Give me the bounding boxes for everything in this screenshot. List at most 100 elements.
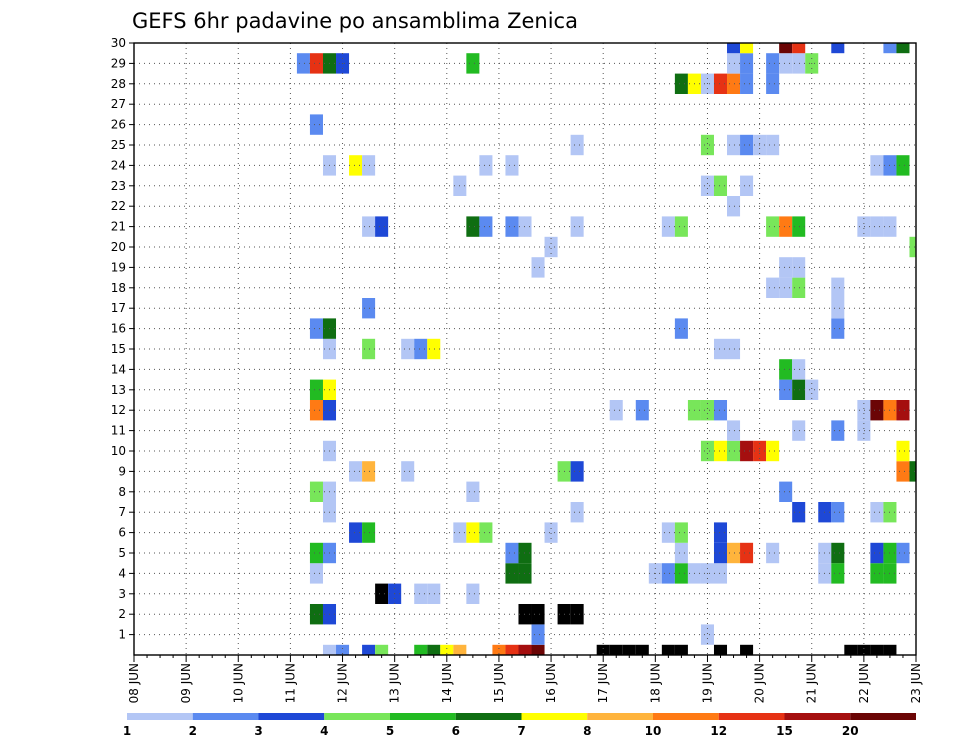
heatmap-cell bbox=[674, 644, 688, 655]
heatmap-cell bbox=[831, 420, 845, 441]
y-tick-label: 8 bbox=[118, 485, 126, 499]
heatmap-cell bbox=[453, 644, 467, 655]
heatmap-cell bbox=[896, 400, 910, 421]
heatmap-cell bbox=[674, 216, 688, 237]
x-tick-label: 11 JUN bbox=[283, 663, 297, 703]
heatmap-cell bbox=[713, 542, 728, 564]
heatmap-cell bbox=[661, 216, 675, 237]
heatmap-cell bbox=[700, 175, 714, 196]
y-tick-label: 19 bbox=[111, 260, 126, 274]
heatmap-cell bbox=[909, 461, 916, 482]
heatmap-cell bbox=[766, 440, 780, 462]
heatmap-cell bbox=[414, 644, 428, 655]
heatmap-cell bbox=[609, 644, 623, 655]
heatmap-cell bbox=[831, 542, 845, 564]
y-tick-label: 20 bbox=[111, 240, 126, 254]
x-tick-label: 18 JUN bbox=[648, 663, 662, 703]
heatmap-cell bbox=[740, 43, 754, 54]
y-tick-label: 14 bbox=[111, 362, 126, 376]
heatmap-cell bbox=[896, 155, 910, 176]
heatmap-cell bbox=[740, 175, 754, 196]
heatmap-cell bbox=[427, 338, 441, 360]
legend-label: 5 bbox=[386, 724, 394, 738]
legend-label: 12 bbox=[710, 724, 727, 738]
heatmap-cell bbox=[466, 216, 480, 237]
heatmap-cell bbox=[309, 604, 323, 625]
heatmap-cell bbox=[713, 563, 728, 584]
heatmap-cell bbox=[896, 542, 910, 564]
heatmap-cell bbox=[531, 257, 545, 278]
heatmap-cell bbox=[401, 338, 415, 360]
heatmap-cell bbox=[505, 216, 519, 237]
heatmap-cell bbox=[844, 644, 858, 655]
legend-swatch bbox=[324, 713, 390, 720]
heatmap-cell bbox=[440, 644, 454, 655]
y-tick-label: 30 bbox=[111, 36, 126, 50]
heatmap-cell bbox=[322, 644, 337, 655]
heatmap-cell bbox=[740, 53, 754, 74]
heatmap-cell bbox=[857, 216, 871, 237]
heatmap-cell bbox=[505, 644, 519, 655]
heatmap-cell bbox=[661, 563, 675, 584]
x-tick-label: 10 JUN bbox=[231, 663, 245, 703]
heatmap-cell bbox=[674, 522, 688, 543]
heatmap-cell bbox=[792, 502, 806, 523]
legend-label: 20 bbox=[842, 724, 859, 738]
heatmap-cell bbox=[766, 542, 780, 564]
heatmap-cell bbox=[792, 379, 806, 400]
heatmap-cell bbox=[466, 522, 480, 543]
y-tick-label: 18 bbox=[111, 281, 126, 295]
legend-label: 10 bbox=[645, 724, 662, 738]
y-tick-label: 24 bbox=[111, 158, 126, 172]
x-tick-label: 22 JUN bbox=[857, 663, 871, 703]
y-tick-label: 9 bbox=[118, 464, 126, 478]
heatmap-cell bbox=[518, 644, 532, 655]
heatmap-cell bbox=[466, 53, 480, 74]
heatmap-cell bbox=[727, 338, 741, 360]
x-tick-label: 14 JUN bbox=[440, 663, 454, 703]
heatmap-cell bbox=[870, 542, 884, 564]
heatmap-cell bbox=[309, 563, 323, 584]
heatmap-cell bbox=[362, 522, 376, 543]
heatmap-cell bbox=[766, 53, 780, 74]
legend-swatch bbox=[718, 713, 785, 720]
heatmap-cell bbox=[883, 43, 897, 54]
y-tick-label: 12 bbox=[111, 403, 126, 417]
heatmap-cell bbox=[349, 461, 363, 482]
heatmap-cell bbox=[740, 644, 754, 655]
heatmap-cell bbox=[635, 644, 649, 655]
heatmap-cell bbox=[727, 53, 741, 74]
heatmap-cell bbox=[779, 257, 793, 278]
heatmap-cell bbox=[740, 134, 754, 156]
y-tick-label: 3 bbox=[118, 587, 126, 601]
x-tick-label: 08 JUN bbox=[127, 663, 141, 703]
heatmap-cell bbox=[766, 73, 780, 94]
heatmap-cell bbox=[779, 216, 793, 237]
legend-swatch bbox=[784, 713, 851, 720]
heatmap-cell bbox=[870, 400, 884, 421]
heatmap-cell bbox=[309, 318, 323, 339]
heatmap-cell bbox=[779, 481, 793, 502]
heatmap-cell bbox=[570, 461, 584, 482]
heatmap-cell bbox=[674, 318, 688, 339]
heatmap-cell bbox=[792, 43, 806, 54]
heatmap-cell bbox=[544, 236, 558, 258]
heatmap-cell bbox=[779, 379, 793, 400]
heatmap-cell bbox=[792, 257, 806, 278]
heatmap-cell bbox=[766, 216, 780, 237]
heatmap-cell bbox=[779, 277, 793, 298]
heatmap-cell bbox=[792, 359, 806, 380]
y-tick-label: 25 bbox=[111, 138, 126, 152]
heatmap-cell bbox=[740, 440, 754, 462]
heatmap-cell bbox=[805, 379, 819, 400]
heatmap-cell bbox=[674, 73, 688, 94]
heatmap-cell bbox=[531, 624, 545, 645]
y-tick-label: 7 bbox=[118, 505, 126, 519]
heatmap-cell bbox=[713, 400, 728, 421]
legend-swatch bbox=[455, 713, 522, 720]
heatmap-cell bbox=[792, 277, 806, 298]
color-legend: 1 2 3 4 5 6 7 8 10 12 15 20 bbox=[123, 713, 916, 738]
x-tick-label: 20 JUN bbox=[753, 663, 767, 703]
y-tick-label: 1 bbox=[118, 628, 126, 642]
